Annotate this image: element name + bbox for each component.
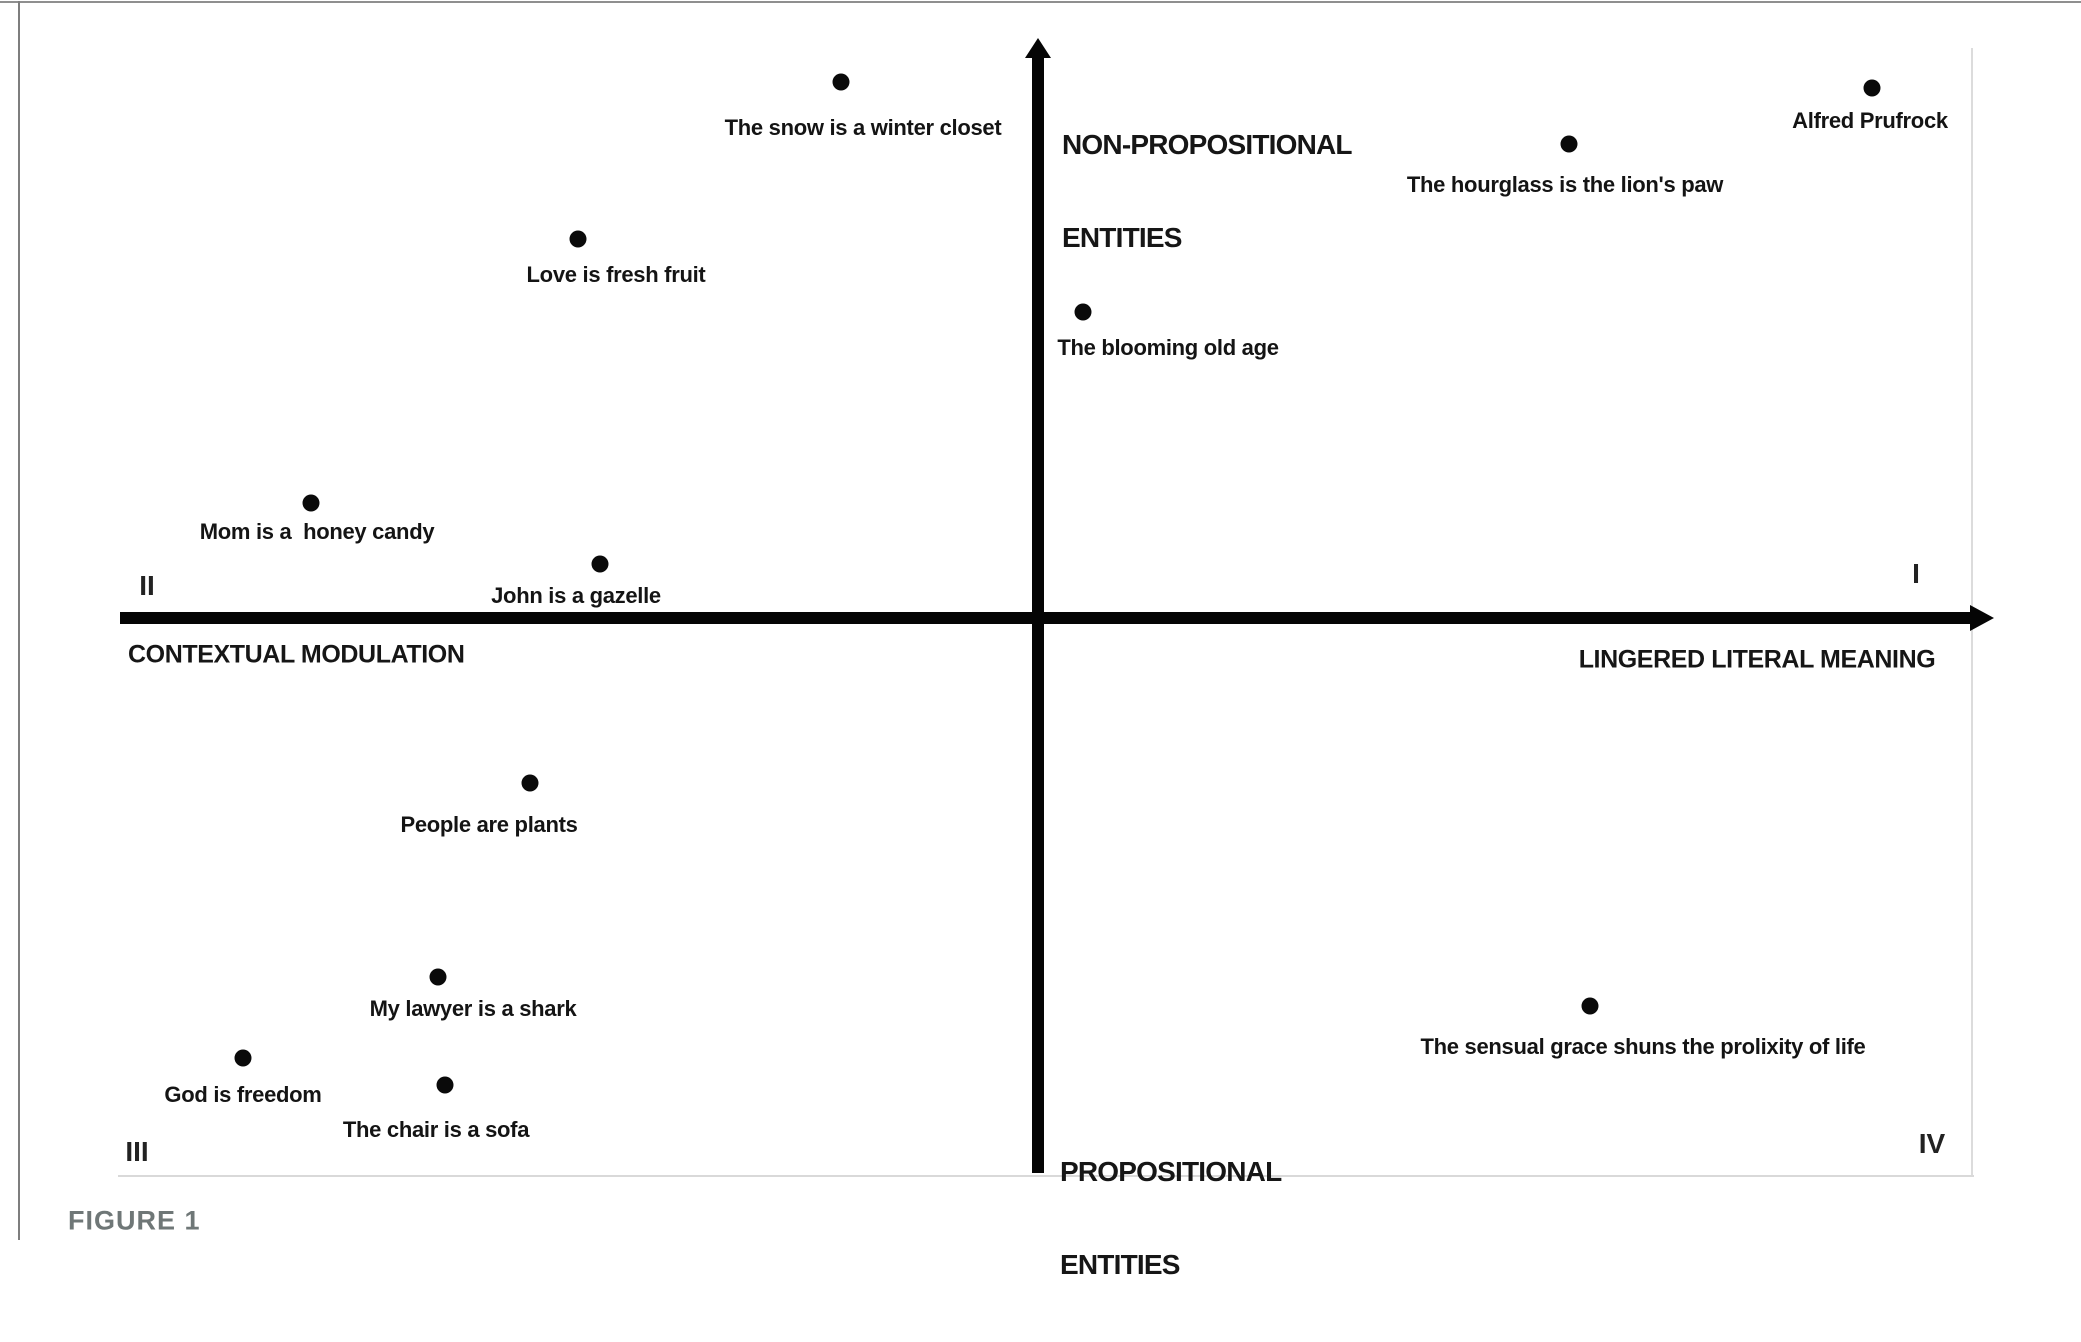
data-point-dot bbox=[832, 73, 850, 91]
data-point-dot bbox=[1560, 135, 1578, 153]
data-point-label: God is freedom bbox=[164, 1082, 322, 1107]
quadrant-numeral-top-right: I bbox=[1912, 558, 1920, 589]
axis-label-line: PROPOSITIONAL bbox=[1060, 1156, 1282, 1187]
x-axis-line bbox=[120, 612, 1974, 624]
figure-panel: NON-PROPOSITIONAL ENTITIES PROPOSITIONAL… bbox=[0, 0, 2081, 1280]
quadrant-numeral-bottom-left: III bbox=[125, 1136, 149, 1167]
data-point-label: People are plants bbox=[400, 812, 578, 837]
data-point-dot bbox=[1074, 303, 1092, 321]
data-point-label: My lawyer is a shark bbox=[369, 996, 577, 1021]
data-point-label: The blooming old age bbox=[1057, 335, 1279, 360]
quadrant-numeral-top-left: II bbox=[139, 570, 155, 601]
data-point-dot bbox=[302, 494, 320, 512]
axis-label-lingered-literal-meaning: LINGERED LITERAL MEANING bbox=[1578, 645, 1936, 674]
figure-box-border-left bbox=[18, 1, 20, 1240]
data-point-label: Alfred Prufrock bbox=[1792, 108, 1948, 133]
data-point-label: Love is fresh fruit bbox=[526, 262, 706, 287]
axis-label-non-propositional: NON-PROPOSITIONAL ENTITIES bbox=[1062, 67, 1353, 315]
axis-label-line: ENTITIES bbox=[1060, 1249, 1180, 1280]
data-point-dot bbox=[429, 968, 447, 986]
data-point-label: The snow is a winter closet bbox=[724, 115, 1002, 140]
data-point-label: The chair is a sofa bbox=[342, 1117, 530, 1142]
y-axis-arrow-icon bbox=[1025, 38, 1051, 58]
axis-label-line: ENTITIES bbox=[1062, 222, 1182, 253]
data-point-dot bbox=[591, 555, 609, 573]
figure-caption: FIGURE 1 bbox=[68, 1205, 201, 1236]
data-point-label: John is a gazelle bbox=[491, 583, 661, 608]
data-point-label: The hourglass is the lion's paw bbox=[1406, 172, 1724, 197]
axis-label-contextual-modulation: CONTEXTUAL MODULATION bbox=[128, 640, 465, 669]
scan-image-bottom-edge bbox=[118, 1175, 1974, 1177]
data-point-label: Mom is a honey candy bbox=[199, 519, 435, 544]
quadrant-numeral-bottom-right: IV bbox=[1918, 1128, 1946, 1159]
axis-label-line: NON-PROPOSITIONAL bbox=[1062, 129, 1353, 160]
data-point-dot bbox=[569, 230, 587, 248]
axis-label-propositional: PROPOSITIONAL ENTITIES bbox=[1060, 1094, 1282, 1342]
data-point-dot bbox=[1581, 997, 1599, 1015]
data-point-label: The sensual grace shuns the prolixity of… bbox=[1420, 1034, 1866, 1059]
figure-box-border-top bbox=[0, 1, 2081, 3]
x-axis-arrow-icon bbox=[1970, 605, 1994, 631]
data-point-dot bbox=[436, 1076, 454, 1094]
data-point-dot bbox=[1863, 79, 1881, 97]
data-point-dot bbox=[234, 1049, 252, 1067]
data-point-dot bbox=[521, 774, 539, 792]
